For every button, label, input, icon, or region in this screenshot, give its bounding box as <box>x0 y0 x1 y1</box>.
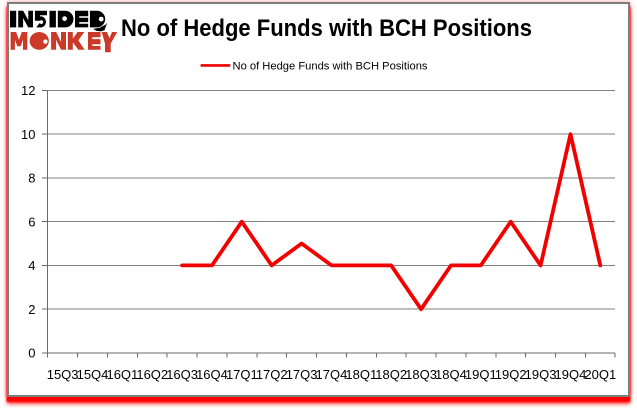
svg-text:18Q3: 18Q3 <box>405 367 437 382</box>
svg-text:18Q1: 18Q1 <box>345 367 377 382</box>
svg-text:0: 0 <box>28 346 35 361</box>
svg-text:No of Hedge Funds with BCH Pos: No of Hedge Funds with BCH Positions <box>233 60 429 72</box>
svg-text:16Q1: 16Q1 <box>106 367 138 382</box>
svg-text:18Q2: 18Q2 <box>375 367 407 382</box>
svg-text:19Q4: 19Q4 <box>555 367 587 382</box>
svg-text:15Q3: 15Q3 <box>47 367 79 382</box>
svg-text:17Q2: 17Q2 <box>256 367 288 382</box>
svg-text:15Q4: 15Q4 <box>77 367 109 382</box>
svg-text:No of Hedge Funds with BCH Pos: No of Hedge Funds with BCH Positions <box>121 15 532 42</box>
svg-text:17Q1: 17Q1 <box>226 367 258 382</box>
svg-text:17Q4: 17Q4 <box>316 367 348 382</box>
svg-text:8: 8 <box>28 171 35 186</box>
svg-text:19Q1: 19Q1 <box>465 367 497 382</box>
svg-text:16Q3: 16Q3 <box>166 367 198 382</box>
svg-text:18Q4: 18Q4 <box>435 367 467 382</box>
svg-text:10: 10 <box>21 127 35 142</box>
svg-text:16Q4: 16Q4 <box>196 367 228 382</box>
svg-text:17Q3: 17Q3 <box>286 367 318 382</box>
svg-text:19Q2: 19Q2 <box>495 367 527 382</box>
svg-text:4: 4 <box>28 258 35 273</box>
svg-text:2: 2 <box>28 302 35 317</box>
svg-text:20Q1: 20Q1 <box>584 367 616 382</box>
svg-text:19Q3: 19Q3 <box>525 367 557 382</box>
svg-text:6: 6 <box>28 214 35 229</box>
svg-text:12: 12 <box>21 83 35 98</box>
svg-text:16Q2: 16Q2 <box>136 367 168 382</box>
